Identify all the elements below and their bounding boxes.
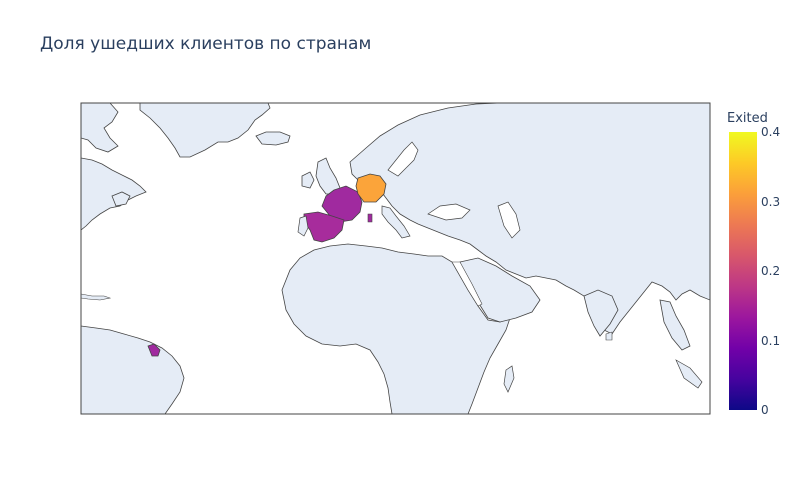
chart-title: Доля ушедших клиентов по странам: [40, 34, 372, 54]
colorbar-tick-label: 0.1: [761, 333, 781, 348]
madagascar-landmass: [503, 365, 515, 393]
north-america-landmass: [81, 103, 119, 153]
colorbar-tick-label: 0.2: [761, 264, 781, 278]
baltic-sea: [387, 141, 419, 177]
africa-landmass: [281, 243, 511, 414]
colorbar-tick-label: 0.3: [761, 194, 781, 209]
iceland-landmass: [255, 131, 291, 146]
black-sea: [427, 203, 471, 221]
colorbar-tick-label: 0: [761, 403, 769, 417]
india-landmass: [583, 289, 619, 337]
map-frame: [80, 102, 711, 415]
caspian-sea: [497, 201, 521, 239]
colorbar: [729, 132, 757, 410]
newfoundland-landmass: [111, 191, 131, 207]
portugal-landmass: [297, 215, 309, 237]
eurasia-landmass: [349, 103, 710, 335]
greenland-landmass: [139, 103, 271, 158]
region-germany[interactable]: [355, 173, 387, 203]
southeast-asia-landmass: [659, 299, 691, 351]
land-layer: [81, 103, 710, 414]
sumatra-landmass: [675, 359, 703, 389]
caribbean-islands: [81, 293, 112, 301]
colorbar-title: Exited: [727, 111, 768, 126]
red-sea: [451, 261, 483, 307]
region-france[interactable]: [321, 185, 363, 223]
region-french-guiana[interactable]: [147, 343, 161, 357]
north-america-mainland: [81, 157, 147, 231]
sri-lanka-landmass: [605, 331, 613, 341]
ireland-landmass: [301, 171, 315, 189]
italy-landmass: [381, 205, 411, 239]
colorbar-tick-label: 0.4: [761, 125, 781, 139]
region-corsica[interactable]: [367, 213, 373, 223]
